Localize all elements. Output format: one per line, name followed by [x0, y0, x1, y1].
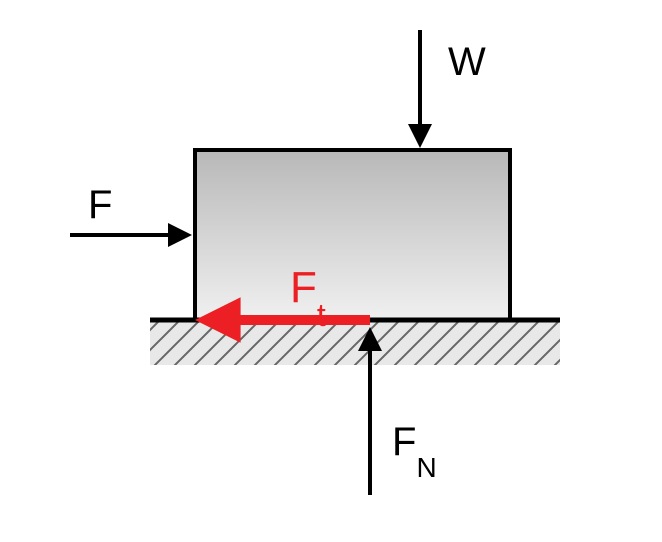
force-applied-head [168, 223, 192, 247]
block [195, 150, 510, 320]
friction-diagram: WFFNFt [0, 0, 662, 542]
force-applied-label: F [88, 183, 112, 227]
force-normal-label: FN [392, 420, 437, 483]
force-weight-label: W [448, 40, 486, 84]
force-weight-head [408, 124, 432, 148]
